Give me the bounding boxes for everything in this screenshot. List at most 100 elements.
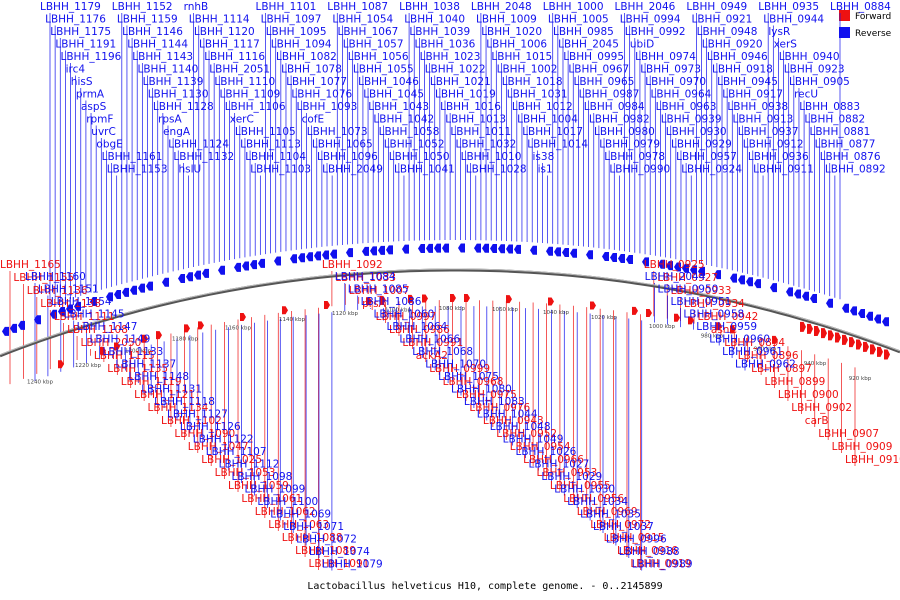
tick-label: 1220 kbp — [75, 363, 101, 369]
gene-label: LBHH_0912 — [743, 139, 804, 151]
forward-gene-arrow — [240, 313, 246, 322]
gene-label: LBHH_1107 — [206, 446, 267, 458]
gene-label: prsA — [362, 298, 386, 310]
gene-label: LBHH_0915 — [604, 532, 665, 544]
gene-label: LBHH_0994 — [620, 14, 681, 26]
gene-label: LBHH_1144 — [127, 39, 188, 51]
gene-label: LBHH_1165 — [0, 259, 61, 271]
gene-label: LBHH_1090 — [174, 428, 235, 440]
gene-label: LBHH_1097 — [261, 14, 322, 26]
reverse-gene-arrow — [482, 243, 489, 253]
gene-label: LBHH_1159 — [117, 14, 178, 26]
reverse-gene-arrow — [122, 287, 129, 297]
gene-label: LBHH_0959 — [696, 321, 757, 333]
gene-label: LBHH_0876 — [820, 151, 881, 163]
gene-label: LBHH_1025 — [201, 454, 262, 466]
reverse-gene-arrow — [498, 244, 505, 254]
forward-gene-arrow — [688, 316, 694, 325]
gene-label: LBHH_2046 — [615, 1, 676, 13]
gene-label: rnhB — [184, 1, 209, 13]
gene-label: LBHH_2051 — [209, 64, 270, 76]
reverse-gene-arrow — [458, 243, 465, 253]
gene-label: LBHH_1135 — [107, 363, 168, 375]
reverse-gene-arrow — [602, 252, 609, 262]
legend-reverse-label: Reverse — [855, 29, 892, 39]
gene-label: LBHH_1100 — [257, 496, 318, 508]
reverse-gene-arrow — [474, 243, 481, 253]
gene-label: LBHH_1099 — [245, 484, 306, 496]
gene-label: LBHH_1070 — [425, 359, 486, 371]
gene-label: LBHH_1022 — [425, 64, 486, 76]
forward-gene-arrow — [380, 296, 386, 305]
gene-label: LBHH_1044 — [477, 409, 538, 421]
gene-label: xerC — [230, 114, 254, 126]
gene-label: LBHH_0952 — [496, 428, 557, 440]
forward-gene-arrow — [870, 344, 876, 355]
gene-label: LBHH_0989 — [632, 559, 693, 571]
gene-label: LBHH_1007 — [349, 285, 410, 297]
gene-label: LBHH_0896 — [738, 350, 799, 362]
gene-label: LBHH_1084 — [335, 271, 396, 283]
gene-label: LBHH_1019 — [435, 89, 496, 101]
gene-label: LBHH_0957 — [676, 151, 737, 163]
gene-label: LBHH_1004 — [517, 114, 578, 126]
gene-label: LBHH_1154 — [51, 296, 112, 308]
reverse-gene-arrow — [370, 246, 377, 256]
reverse-gene-arrow — [850, 306, 857, 316]
legend: Forward Reverse — [839, 10, 892, 39]
gene-label: LBHH_0935 — [758, 1, 819, 13]
reverse-gene-arrow — [810, 294, 817, 304]
gene-label: LBHH_1010 — [461, 151, 522, 163]
gene-label: LBHH_1021 — [430, 76, 491, 88]
reverse-gene-arrow — [866, 311, 873, 321]
reverse-gene-arrow — [218, 265, 225, 275]
gene-label: LBHH_1102 — [161, 415, 222, 427]
gene-label: LBHH_1105 — [235, 126, 296, 138]
gene-label: LBHH_1075 — [438, 371, 499, 383]
gene-label: LBHH_1098 — [232, 471, 293, 483]
forward-gene-arrow — [450, 294, 456, 303]
reverse-gene-arrow — [674, 262, 681, 272]
gene-label: LBHH_0979 — [599, 139, 660, 151]
gene-label: LBHH_0944 — [763, 14, 824, 26]
gene-label: LBHH_0949 — [686, 1, 747, 13]
gene-label: LBHH_0973 — [640, 64, 701, 76]
gene-label: LBHH_0953 — [537, 467, 598, 479]
tick-label: 980 kbp — [701, 334, 724, 340]
forward-gene-arrow — [821, 328, 827, 339]
forward-gene-arrow — [198, 321, 204, 330]
gene-label: LBHH_1027 — [529, 459, 590, 471]
forward-gene-arrow — [800, 321, 806, 332]
gene-label: LBHH_0924 — [681, 164, 742, 176]
gene-label: LBHH_1122 — [193, 434, 254, 446]
gene-label: LBHH_1057 — [343, 39, 404, 51]
gene-label: LBHH_0969 — [577, 506, 638, 518]
forward-gene-arrow — [114, 342, 120, 351]
gene-label: LBHH_1089 — [295, 545, 356, 557]
reverse-gene-arrow — [442, 243, 449, 253]
gene-label: LBHH_1052 — [384, 139, 445, 151]
gene-label: LBHH_0940 — [779, 51, 840, 63]
gene-label: LBHH_1149 — [90, 334, 151, 346]
gene-label: LBHH_1082 — [276, 51, 337, 63]
gene-label: LBHH_1005 — [548, 14, 609, 26]
legend-forward-swatch — [839, 10, 850, 21]
gene-label: LBHH_1117 — [199, 39, 260, 51]
gene-label: LBHH_0925 — [644, 259, 705, 271]
gene-label: LBHH_1128 — [153, 101, 214, 113]
gene-label: LBHH_0884 — [830, 1, 891, 13]
gene-label: LBHH_0968 — [443, 376, 504, 388]
reverse-gene-arrow — [50, 309, 57, 319]
gene-label: LBHH_2049 — [322, 164, 383, 176]
forward-gene-arrow — [422, 294, 428, 303]
reverse-gene-arrow — [258, 258, 265, 268]
reverse-gene-arrow — [786, 287, 793, 297]
reverse-gene-arrow — [546, 246, 553, 256]
forward-gene-arrow — [849, 337, 855, 348]
gene-label: LBHH_1015 — [491, 51, 552, 63]
gene-label: obgE — [96, 139, 122, 151]
tick-label: 1020 kbp — [591, 315, 617, 321]
reverse-gene-arrow — [514, 244, 521, 254]
reverse-gene-arrow — [242, 261, 249, 271]
